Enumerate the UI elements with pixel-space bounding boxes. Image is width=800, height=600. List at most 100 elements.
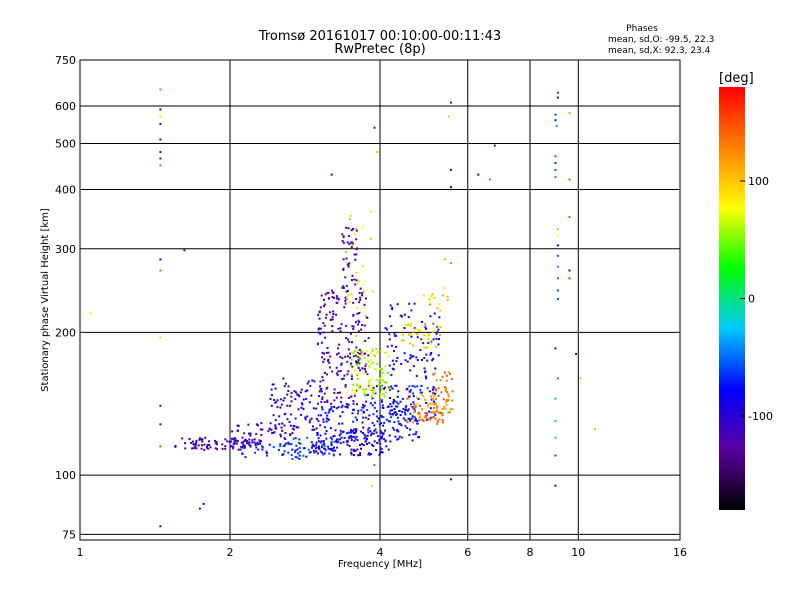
- data-point: [320, 414, 322, 417]
- data-point: [258, 440, 261, 443]
- data-point: [403, 313, 406, 316]
- data-point: [301, 403, 304, 406]
- data-point: [230, 445, 233, 448]
- data-point: [328, 297, 330, 300]
- data-point: [413, 385, 416, 388]
- data-point: [429, 303, 432, 306]
- data-point: [401, 410, 404, 413]
- data-point: [290, 443, 293, 446]
- data-point: [159, 404, 162, 407]
- data-point: [198, 438, 201, 441]
- data-point: [298, 446, 301, 449]
- data-point: [412, 395, 415, 398]
- data-point: [352, 355, 355, 358]
- data-point: [346, 443, 349, 446]
- data-point: [450, 378, 453, 380]
- data-point: [363, 289, 366, 292]
- data-point: [367, 428, 370, 431]
- data-point: [355, 346, 358, 349]
- data-point: [406, 397, 409, 400]
- data-point: [326, 401, 329, 403]
- data-point: [349, 332, 352, 335]
- data-point: [302, 454, 305, 457]
- data-point: [433, 296, 436, 299]
- data-point: [320, 400, 323, 403]
- data-point: [376, 435, 379, 438]
- data-point: [424, 398, 427, 401]
- data-point: [360, 328, 363, 331]
- data-point: [288, 421, 291, 423]
- data-point: [350, 292, 353, 295]
- data-point: [409, 412, 412, 415]
- data-point: [366, 363, 369, 366]
- data-point: [414, 419, 417, 422]
- data-point: [279, 443, 282, 446]
- data-point: [361, 354, 364, 357]
- data-point: [396, 413, 399, 415]
- data-point: [412, 344, 415, 347]
- data-point: [362, 372, 365, 375]
- data-point: [371, 422, 374, 424]
- data-point: [297, 426, 300, 429]
- data-point: [292, 437, 295, 440]
- data-point: [409, 428, 412, 431]
- data-point: [432, 387, 435, 390]
- data-point: [410, 321, 413, 324]
- data-point: [294, 449, 297, 452]
- data-point: [437, 394, 440, 397]
- data-point: [439, 412, 442, 414]
- data-point: [427, 418, 430, 421]
- data-point: [356, 307, 359, 310]
- data-point: [380, 395, 382, 398]
- data-point: [554, 484, 557, 487]
- data-point: [401, 436, 404, 439]
- data-point: [321, 443, 324, 446]
- data-point: [298, 458, 301, 460]
- data-point: [347, 289, 349, 292]
- data-point: [384, 365, 387, 368]
- data-point: [284, 412, 287, 415]
- data-point: [437, 354, 440, 357]
- data-point: [414, 433, 417, 436]
- data-point: [194, 444, 197, 447]
- data-point: [280, 426, 283, 429]
- data-point: [489, 178, 491, 181]
- data-point: [325, 437, 328, 440]
- data-point: [416, 359, 419, 361]
- x-tick-label: 4: [377, 546, 384, 559]
- data-point: [201, 444, 203, 447]
- data-point: [330, 289, 333, 292]
- data-point: [339, 391, 341, 394]
- data-point: [409, 390, 412, 393]
- data-point: [384, 439, 387, 442]
- data-point: [396, 395, 399, 398]
- data-point: [406, 360, 409, 363]
- data-point: [320, 440, 323, 443]
- data-point: [201, 438, 204, 441]
- data-point: [410, 309, 413, 312]
- data-point: [276, 399, 279, 402]
- data-point: [336, 441, 339, 444]
- data-point: [352, 301, 355, 304]
- data-point: [322, 379, 325, 382]
- data-point: [375, 379, 378, 382]
- data-point: [255, 442, 258, 445]
- data-point: [197, 444, 200, 447]
- data-point: [352, 408, 355, 411]
- data-point: [318, 390, 321, 393]
- data-point: [350, 430, 353, 433]
- data-point: [159, 151, 162, 153]
- data-point: [446, 399, 448, 402]
- data-point: [429, 402, 432, 405]
- data-point: [410, 417, 413, 420]
- data-point: [360, 447, 362, 450]
- data-point: [349, 218, 351, 221]
- data-point: [312, 443, 315, 446]
- data-point: [341, 357, 344, 360]
- data-point: [330, 444, 333, 447]
- data-point: [286, 418, 289, 421]
- data-point: [417, 412, 420, 415]
- data-point: [397, 420, 400, 423]
- data-point: [447, 399, 450, 402]
- data-point: [393, 421, 396, 424]
